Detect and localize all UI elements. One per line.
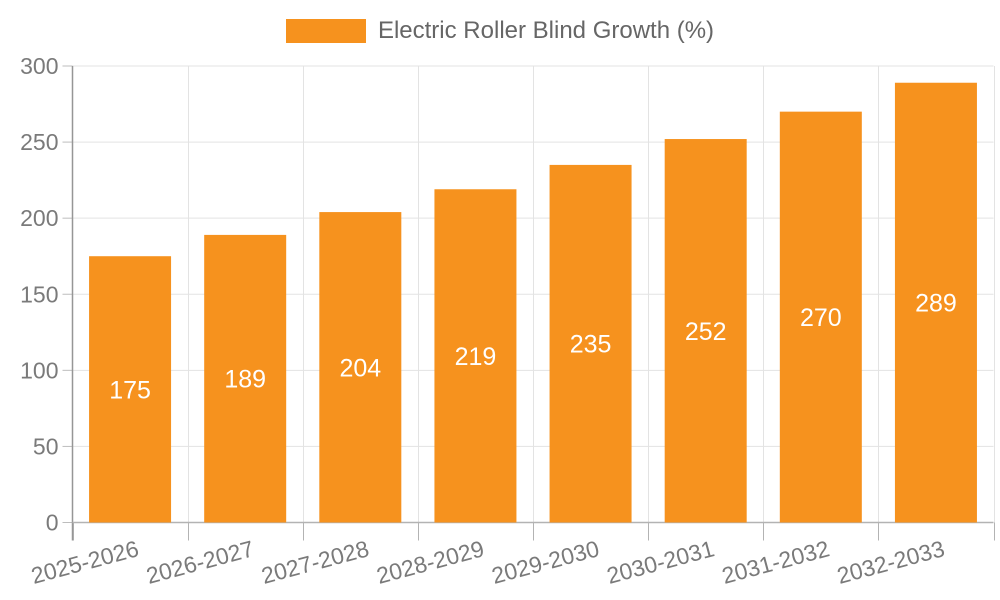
y-tick-label: 250 xyxy=(20,129,58,155)
y-tick-label: 200 xyxy=(20,205,58,231)
x-tick-label: 2032-2033 xyxy=(834,535,947,589)
bar-value-label: 270 xyxy=(800,304,842,332)
bar-value-label: 219 xyxy=(455,343,497,371)
bar-value-label: 175 xyxy=(109,376,151,404)
x-tick-label: 2027-2028 xyxy=(259,535,372,589)
bar[interactable] xyxy=(664,139,747,523)
y-tick-label: 50 xyxy=(33,433,59,459)
bar[interactable] xyxy=(894,82,977,523)
y-tick-label: 100 xyxy=(20,357,58,383)
bar[interactable] xyxy=(434,189,517,523)
y-tick-label: 300 xyxy=(20,53,58,79)
bar-value-label: 289 xyxy=(915,290,957,318)
x-tick-label: 2031-2032 xyxy=(719,535,832,589)
x-tick-label: 2030-2031 xyxy=(604,535,717,589)
bar[interactable] xyxy=(204,234,287,523)
y-tick-label: 150 xyxy=(20,281,58,307)
legend-label: Electric Roller Blind Growth (%) xyxy=(377,17,715,44)
legend-swatch xyxy=(285,19,366,43)
bar[interactable] xyxy=(779,111,862,523)
y-tick-label: 0 xyxy=(46,510,59,536)
bar[interactable] xyxy=(319,212,402,523)
legend-item[interactable]: Electric Roller Blind Growth (%) xyxy=(0,17,1000,45)
x-tick-label: 2025-2026 xyxy=(28,535,141,589)
bar-value-label: 189 xyxy=(224,366,266,394)
bar[interactable] xyxy=(549,164,632,523)
bar-value-label: 204 xyxy=(339,354,381,382)
bar-value-label: 252 xyxy=(685,318,727,346)
bar-value-label: 235 xyxy=(570,331,612,359)
bar[interactable] xyxy=(89,256,172,523)
x-tick-label: 2028-2029 xyxy=(374,535,487,589)
x-tick-label: 2029-2030 xyxy=(489,535,602,589)
x-tick-label: 2026-2027 xyxy=(144,535,257,589)
